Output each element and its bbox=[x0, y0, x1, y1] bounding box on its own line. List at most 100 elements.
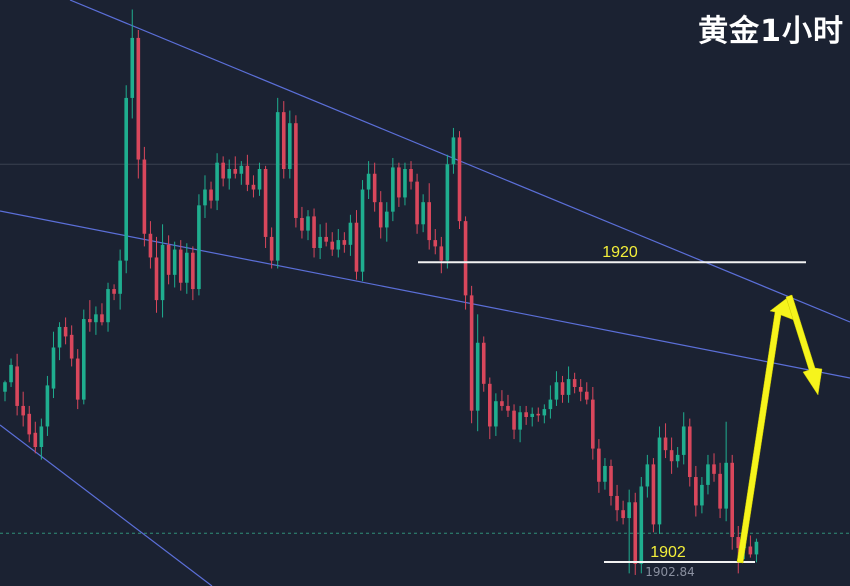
candle-body bbox=[615, 495, 619, 511]
candle-body bbox=[130, 37, 135, 98]
candle-body bbox=[378, 202, 383, 228]
candle-body bbox=[445, 164, 450, 261]
candle-body bbox=[706, 464, 710, 485]
candle-body bbox=[451, 137, 456, 165]
candle-body bbox=[694, 477, 698, 506]
candle-body bbox=[651, 464, 656, 525]
candle-body bbox=[269, 236, 274, 261]
candle-body bbox=[439, 246, 444, 261]
candle-body bbox=[481, 342, 486, 384]
candle-body bbox=[100, 314, 104, 323]
projection-arrow-down bbox=[785, 294, 823, 396]
candle-body bbox=[221, 162, 225, 179]
candle-body bbox=[160, 244, 165, 301]
candle-body bbox=[536, 413, 541, 416]
candle-body bbox=[15, 366, 19, 406]
candle-body bbox=[197, 205, 201, 290]
candle-body bbox=[21, 405, 25, 416]
candle-body bbox=[433, 240, 438, 247]
candle-body bbox=[542, 409, 547, 416]
last-price-label: 1902.84 bbox=[645, 565, 695, 579]
candle-body bbox=[415, 181, 419, 225]
candle-body bbox=[463, 221, 468, 296]
candle-body bbox=[136, 37, 141, 160]
candle-body bbox=[421, 202, 425, 225]
candle-body bbox=[524, 412, 528, 417]
candle-body bbox=[663, 437, 668, 451]
candle-body bbox=[154, 257, 159, 301]
level-label-1920: 1920 bbox=[602, 244, 638, 261]
candle-body bbox=[39, 426, 44, 448]
candle-body bbox=[275, 112, 280, 261]
candle-body bbox=[209, 189, 213, 201]
candle-body bbox=[584, 391, 589, 400]
candle-body bbox=[409, 169, 413, 182]
candle-body bbox=[712, 464, 716, 474]
candle-body bbox=[63, 326, 68, 337]
candle-body bbox=[681, 426, 686, 455]
candle-body bbox=[9, 364, 13, 383]
candle-body bbox=[51, 347, 56, 389]
candle-body bbox=[3, 382, 7, 392]
candle-body bbox=[300, 217, 304, 231]
candle-body bbox=[627, 502, 631, 519]
middle-channel-trendline bbox=[0, 210, 850, 379]
candle-body bbox=[718, 473, 722, 509]
candle-body bbox=[669, 450, 674, 462]
candle-body bbox=[621, 510, 625, 519]
candle-body bbox=[57, 326, 62, 348]
candle-body bbox=[639, 486, 644, 564]
candle-body bbox=[391, 167, 395, 212]
candle-body bbox=[687, 426, 692, 478]
candle-body bbox=[166, 244, 171, 275]
candle-body bbox=[500, 401, 504, 406]
candle-body bbox=[142, 159, 147, 234]
candle-body bbox=[566, 379, 571, 395]
candle-body bbox=[591, 399, 595, 449]
candle-body bbox=[172, 249, 177, 275]
candle-body bbox=[227, 169, 232, 179]
candle-body bbox=[191, 252, 195, 290]
candle-body bbox=[281, 112, 286, 170]
candle-body bbox=[185, 252, 189, 283]
candle-body bbox=[560, 382, 565, 395]
candle-body bbox=[700, 484, 704, 506]
candle-body bbox=[572, 379, 577, 387]
candle-body bbox=[251, 184, 256, 190]
candlestick-series bbox=[3, 9, 759, 575]
candle-body bbox=[263, 169, 268, 237]
candle-body bbox=[469, 295, 474, 411]
candle-body bbox=[488, 383, 492, 427]
candle-body bbox=[69, 334, 74, 359]
candle-body bbox=[203, 189, 207, 206]
candle-body bbox=[512, 410, 516, 430]
candle-body bbox=[288, 123, 292, 170]
candle-body bbox=[336, 240, 341, 250]
candle-body bbox=[27, 413, 32, 435]
candle-body bbox=[330, 241, 335, 250]
candle-body bbox=[33, 432, 38, 448]
candle-body bbox=[384, 211, 389, 228]
candle-body bbox=[324, 236, 328, 242]
candle-body bbox=[148, 233, 153, 258]
candle-body bbox=[348, 222, 353, 245]
candle-body bbox=[427, 202, 431, 241]
candle-body bbox=[118, 260, 122, 294]
candle-body bbox=[354, 222, 359, 272]
candle-body bbox=[215, 162, 219, 201]
candle-body bbox=[548, 399, 553, 410]
candle-body bbox=[475, 342, 480, 411]
candle-body bbox=[403, 169, 407, 198]
candle-body bbox=[645, 464, 650, 487]
candle-body bbox=[554, 382, 559, 400]
candle-body bbox=[736, 537, 741, 549]
candle-body bbox=[657, 437, 662, 525]
candle-body bbox=[45, 385, 50, 427]
candle-body bbox=[81, 319, 86, 400]
candle-body bbox=[312, 216, 316, 248]
candle-body bbox=[88, 319, 92, 323]
candle-body bbox=[106, 289, 110, 323]
